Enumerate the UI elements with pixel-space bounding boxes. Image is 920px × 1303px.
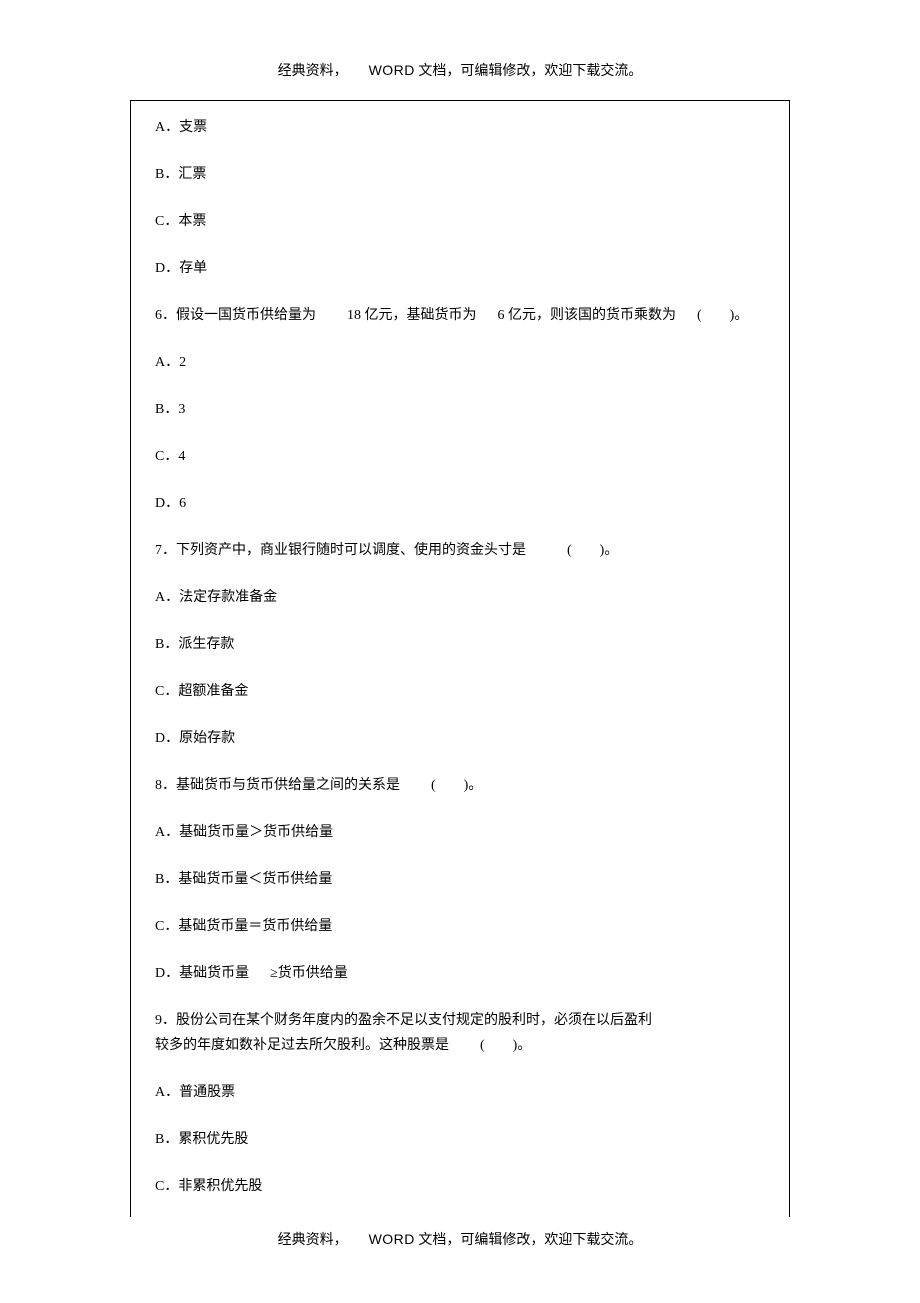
q8-stem: 8．基础货币与货币供给量之间的关系是 ( )。: [155, 775, 765, 796]
q8-blank: ( )。: [431, 778, 482, 793]
q9-stem-line2: 较多的年度如数补足过去所欠股利。这种股票是 ( )。: [155, 1035, 765, 1056]
q8-option-d: D．基础货币量 ≥货币供给量: [155, 963, 765, 984]
q7-option-a: A．法定存款准备金: [155, 587, 765, 608]
page-header: 经典资料， WORD 文档，可编辑修改，欢迎下载交流。: [0, 60, 920, 80]
q5-option-c: C．本票: [155, 211, 765, 232]
q8-stem-text: 8．基础货币与货币供给量之间的关系是: [155, 778, 400, 793]
q7-stem: 7．下列资产中，商业银行随时可以调度、使用的资金头寸是 ( )。: [155, 540, 765, 561]
page-footer: 经典资料， WORD 文档，可编辑修改，欢迎下载交流。: [0, 1229, 920, 1249]
q5-option-b: B．汇票: [155, 164, 765, 185]
q8-option-d-part2: ≥货币供给量: [270, 966, 348, 981]
document-page: 经典资料， WORD 文档，可编辑修改，欢迎下载交流。 A．支票 B．汇票 C．…: [0, 0, 920, 1289]
q8-option-c: C．基础货币量＝货币供给量: [155, 916, 765, 937]
footer-word: WORD: [369, 1231, 415, 1247]
q6-option-a: A．2: [155, 352, 765, 373]
q8-option-a: A．基础货币量＞货币供给量: [155, 822, 765, 843]
q6-stem-part1: 6．假设一国货币供给量为: [155, 308, 316, 323]
footer-suffix: 文档，可编辑修改，欢迎下载交流。: [418, 1233, 642, 1248]
q7-blank: ( )。: [567, 543, 618, 558]
header-word: WORD: [369, 62, 415, 78]
q8-option-d-part1: D．基础货币量: [155, 966, 249, 981]
q6-stem: 6．假设一国货币供给量为 18 亿元，基础货币为 6 亿元，则该国的货币乘数为 …: [155, 305, 765, 326]
q5-option-d: D．存单: [155, 258, 765, 279]
q6-blank: ( )。: [697, 308, 748, 323]
footer-prefix: 经典资料，: [278, 1233, 348, 1248]
q9-option-b: B．累积优先股: [155, 1129, 765, 1150]
q6-value-18: 18: [347, 308, 361, 323]
q7-stem-text: 7．下列资产中，商业银行随时可以调度、使用的资金头寸是: [155, 543, 526, 558]
q9-blank: ( )。: [480, 1038, 531, 1053]
q6-option-d: D．6: [155, 493, 765, 514]
q9-stem-line1: 9．股份公司在某个财务年度内的盈余不足以支付规定的股利时，必须在以后盈利: [155, 1010, 765, 1031]
q6-stem-part3: 亿元，则该国的货币乘数为: [508, 308, 676, 323]
q7-option-c: C．超额准备金: [155, 681, 765, 702]
header-prefix: 经典资料，: [278, 64, 348, 79]
q6-option-c: C．4: [155, 446, 765, 467]
q9-option-c: C．非累积优先股: [155, 1176, 765, 1197]
q6-value-6: 6: [498, 308, 505, 323]
q7-option-d: D．原始存款: [155, 728, 765, 749]
content-frame: A．支票 B．汇票 C．本票 D．存单 6．假设一国货币供给量为 18 亿元，基…: [130, 100, 790, 1217]
header-suffix: 文档，可编辑修改，欢迎下载交流。: [418, 64, 642, 79]
q9-stem-line2-text: 较多的年度如数补足过去所欠股利。这种股票是: [155, 1038, 449, 1053]
q6-stem-part2: 亿元，基础货币为: [365, 308, 477, 323]
q8-option-b: B．基础货币量＜货币供给量: [155, 869, 765, 890]
q7-option-b: B．派生存款: [155, 634, 765, 655]
q6-option-b: B．3: [155, 399, 765, 420]
q5-option-a: A．支票: [155, 117, 765, 138]
q9-option-a: A．普通股票: [155, 1082, 765, 1103]
